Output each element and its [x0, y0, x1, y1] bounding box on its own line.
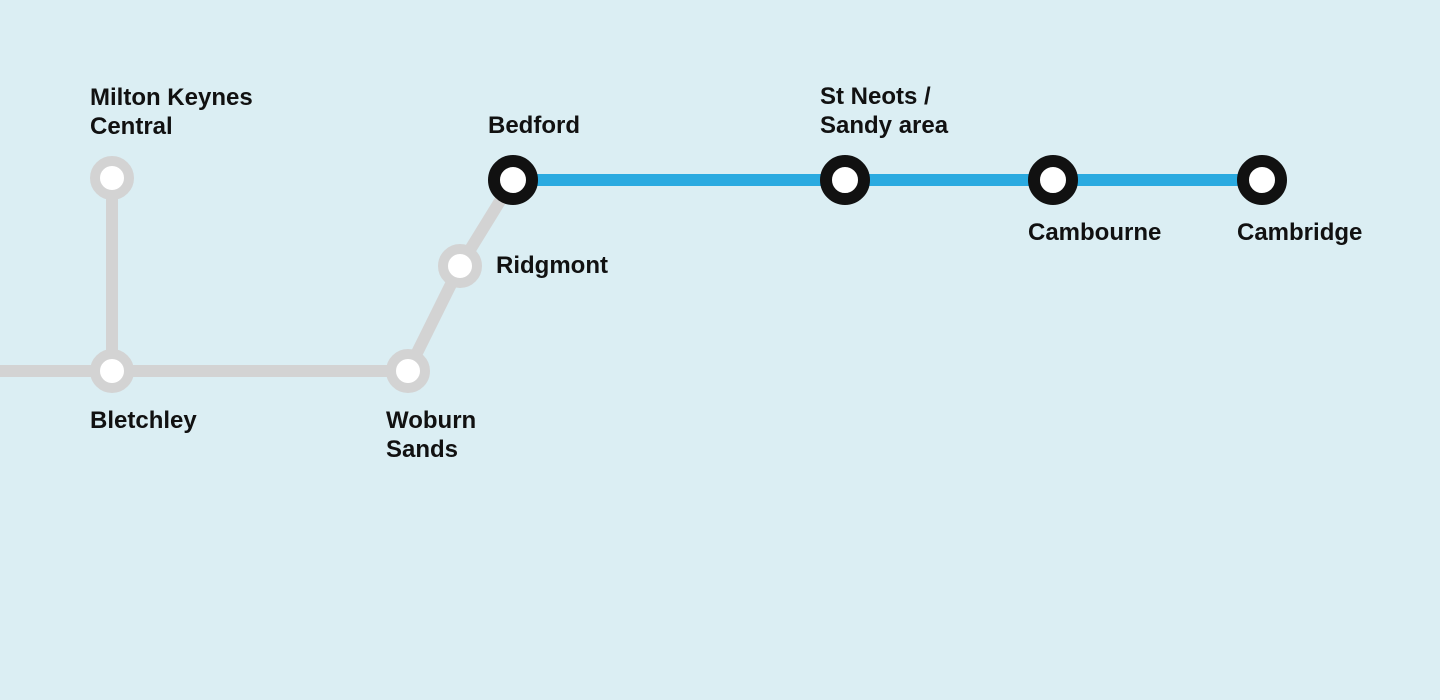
route-edge: [106, 178, 118, 371]
route-edge: [513, 174, 845, 186]
station-cambourne: [1028, 155, 1078, 205]
station-bletchley: [90, 349, 134, 393]
station-woburn_sands: [386, 349, 430, 393]
route-edge: [1053, 174, 1262, 186]
station-ridgmont: [438, 244, 482, 288]
route-map: Milton Keynes Central Bletchley Woburn San…: [0, 0, 1440, 700]
station-bedford: [488, 155, 538, 205]
route-edge: [112, 365, 408, 377]
station-milton_keynes: [90, 156, 134, 200]
station-label-bedford: Bedford: [488, 112, 580, 141]
station-label-cambridge: Cambridge: [1237, 219, 1362, 248]
station-label-woburn_sands: Woburn Sands: [386, 407, 476, 465]
station-label-ridgmont: Ridgmont: [496, 252, 608, 281]
station-label-milton_keynes: Milton Keynes Central: [90, 84, 253, 142]
station-st_neots: [820, 155, 870, 205]
route-edge: [845, 174, 1053, 186]
station-label-bletchley: Bletchley: [90, 407, 197, 436]
station-label-cambourne: Cambourne: [1028, 219, 1161, 248]
station-cambridge: [1237, 155, 1287, 205]
station-label-st_neots: St Neots / Sandy area: [820, 83, 948, 141]
